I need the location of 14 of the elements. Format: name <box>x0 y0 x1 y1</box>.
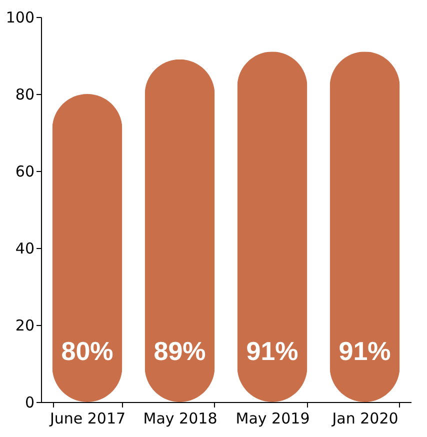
y-tick-label: 0 <box>24 394 34 412</box>
y-tick-label: 40 <box>15 240 34 258</box>
data-label: 91% <box>246 336 298 366</box>
x-tick-label: June 2017 <box>48 410 126 428</box>
y-tick-label: 100 <box>6 8 34 26</box>
y-tick-label: 80 <box>15 86 34 104</box>
x-tick-label: May 2019 <box>236 410 310 428</box>
data-label: 89% <box>154 336 206 366</box>
y-tick-label: 20 <box>15 316 34 334</box>
data-label: 80% <box>61 336 114 366</box>
data-label: 91% <box>338 336 391 366</box>
x-tick-label: May 2018 <box>143 410 218 428</box>
y-tick-label: 60 <box>15 162 34 180</box>
x-tick-label: Jan 2020 <box>331 410 398 428</box>
